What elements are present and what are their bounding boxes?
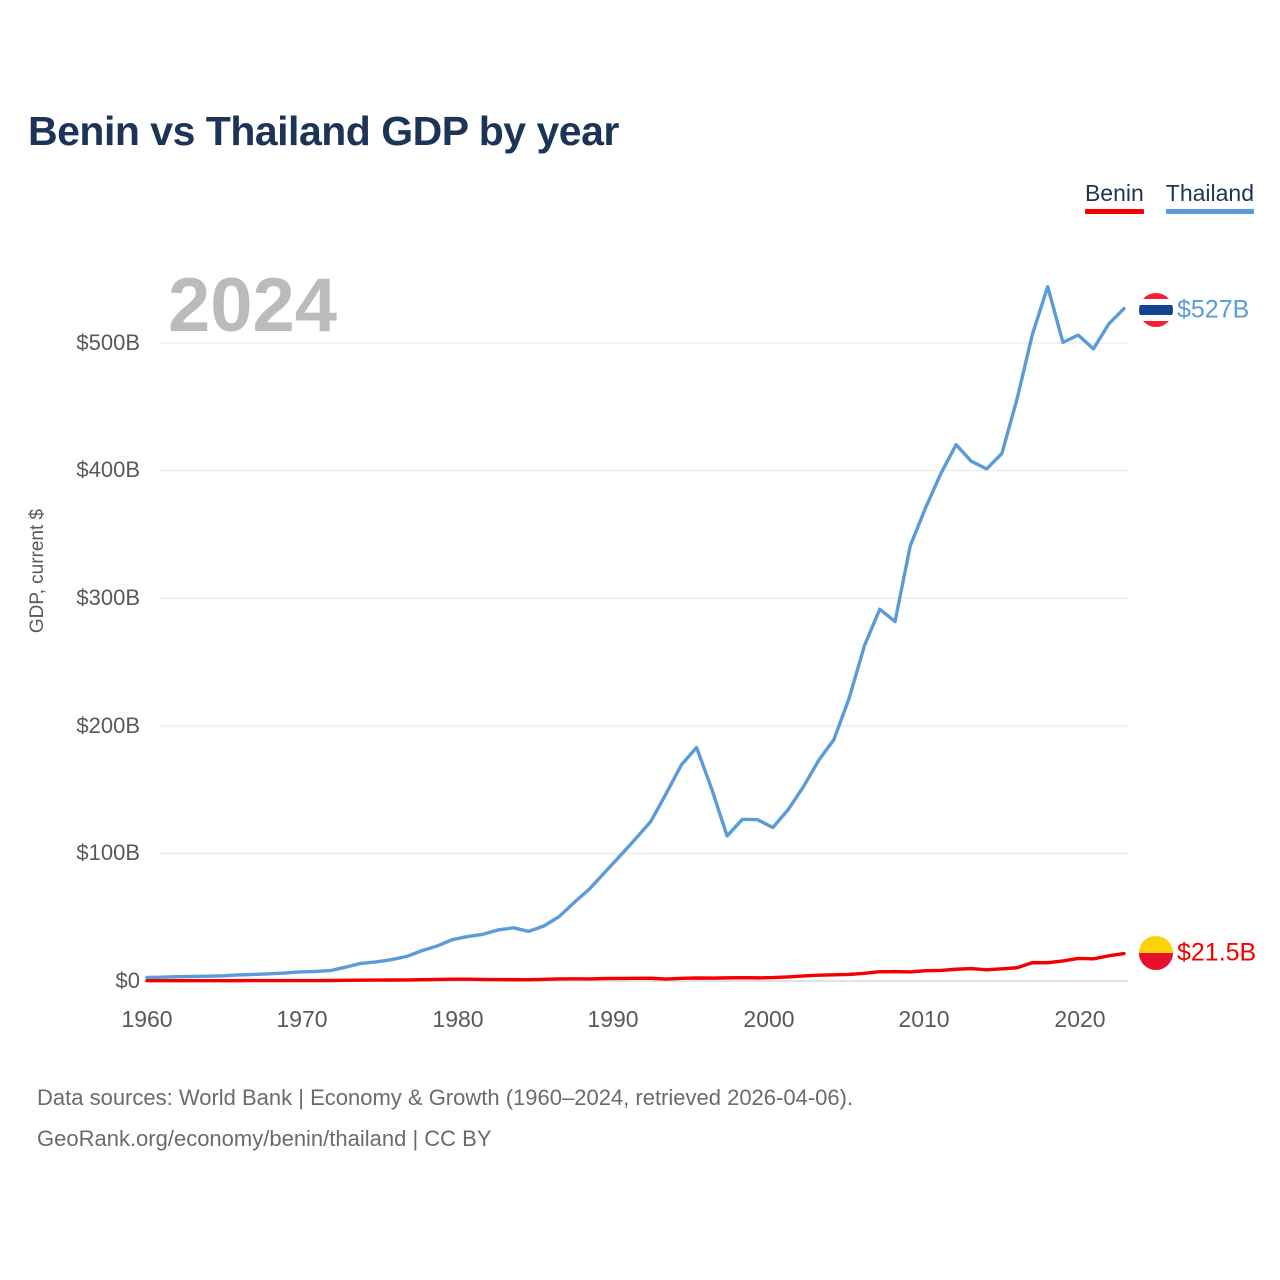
series-line-benin [145, 951, 1126, 983]
series-line-thailand [145, 285, 1126, 980]
legend-label-benin: Benin [1084, 180, 1144, 206]
legend-swatch-thailand [1165, 209, 1254, 215]
x-tick-2020: 2020 [1054, 1006, 1106, 1032]
y-tick-500: $500B [76, 330, 140, 355]
legend-swatch-benin [1084, 209, 1144, 215]
legend-label-thailand: Thailand [1165, 180, 1254, 206]
footer-data-sources: Data sources: World Bank | Economy & Gro… [37, 1085, 854, 1110]
y-tick-400: $400B [76, 457, 140, 482]
page-title: Benin vs Thailand GDP by year [28, 108, 619, 154]
legend-item-benin[interactable]: Benin [1084, 180, 1144, 215]
benin-end-value: $21.5B [1177, 938, 1257, 967]
x-tick-1960: 1960 [121, 1006, 173, 1032]
y-tick-100: $100B [76, 840, 140, 865]
footer-attribution: GeoRank.org/economy/benin/thailand | CC … [37, 1126, 492, 1151]
thailand-flag-icon [1139, 293, 1173, 327]
x-tick-1990: 1990 [587, 1006, 639, 1032]
x-tick-2010: 2010 [898, 1006, 950, 1032]
chart-legend: Benin Thailand [1084, 180, 1254, 215]
thailand-end-value: $527B [1177, 295, 1250, 324]
y-tick-0: $0 [115, 968, 140, 993]
year-watermark: 2024 [168, 263, 338, 348]
x-tick-1980: 1980 [432, 1006, 484, 1032]
legend-item-thailand[interactable]: Thailand [1165, 180, 1254, 215]
x-tick-2000: 2000 [743, 1006, 795, 1032]
y-tick-300: $300B [76, 585, 140, 610]
benin-flag-icon [1139, 936, 1173, 970]
x-tick-1970: 1970 [276, 1006, 328, 1032]
y-tick-200: $200B [76, 713, 140, 738]
